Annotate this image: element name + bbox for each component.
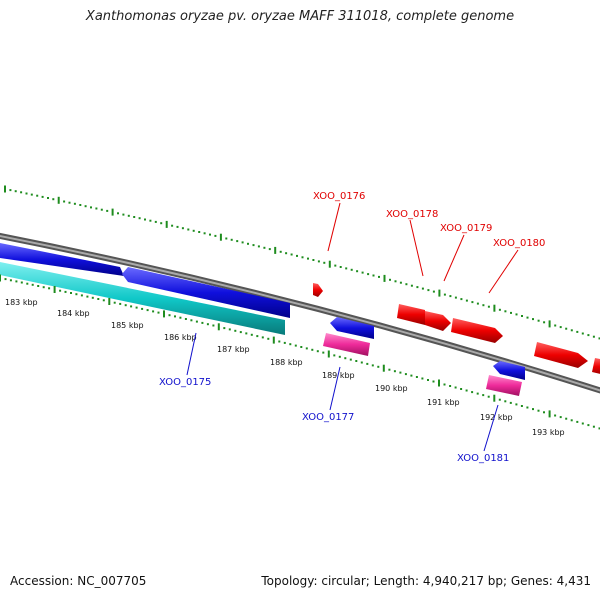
label-xoo-0177[interactable]: XOO_0177 [302,412,354,423]
genome-title: Xanthomonas oryzae pv. oryzae MAFF 31101… [85,9,515,24]
label-xoo-0179[interactable]: XOO_0179 [440,223,492,234]
gene-red-right-1[interactable] [534,342,588,368]
gene-xoo-0178-arrow[interactable] [397,304,425,325]
leader-xoo-0178 [409,219,424,277]
scale-label-187: 187 kbp [217,345,250,354]
scale-label-191: 191 kbp [427,398,460,407]
gene-labels: XOO_0176 XOO_0178 XOO_0179 XOO_0180 XOO_… [159,191,545,464]
outer-scale-track [4,185,600,340]
cyan-band[interactable] [0,262,285,335]
label-xoo-0175[interactable]: XOO_0175 [159,377,211,388]
scale-label-193: 193 kbp [532,428,565,437]
gene-xoo-0181-arrow[interactable] [493,361,525,380]
genome-summary: Topology: circular; Length: 4,940,217 bp… [261,574,591,588]
scale-label-186: 186 kbp [164,333,197,342]
leader-xoo-0176 [327,202,341,252]
gene-xoo-0176-arrow[interactable] [313,283,323,297]
leader-xoo-0181 [483,404,499,452]
accession-label: Accession: NC_007705 [10,574,147,588]
scale-label-192: 192 kbp [480,413,513,422]
rna-feature-2[interactable] [486,375,522,396]
scale-label-185: 185 kbp [111,321,144,330]
scale-label-188: 188 kbp [270,358,303,367]
gene-xoo-0179-arrow[interactable] [425,311,451,331]
scale-label-184: 184 kbp [57,309,90,318]
label-xoo-0180[interactable]: XOO_0180 [493,238,545,249]
scale-label-190: 190 kbp [375,384,408,393]
gene-xoo-0180-arrow[interactable] [451,318,503,343]
inner-scale-track [0,274,600,430]
label-xoo-0176[interactable]: XOO_0176 [313,191,365,202]
label-xoo-0181[interactable]: XOO_0181 [457,453,509,464]
gene-blue-band-right[interactable] [122,267,290,318]
rna-feature-1[interactable] [323,333,370,356]
scale-label-183: 183 kbp [5,298,38,307]
gene-label-leaders [186,202,519,452]
gene-xoo-0177-arrow[interactable] [330,317,374,339]
leader-xoo-0175 [186,332,197,376]
genome-backbone-highlight [0,234,600,392]
leader-xoo-0179 [443,234,465,282]
label-xoo-0178[interactable]: XOO_0178 [386,209,438,220]
leader-xoo-0180 [488,249,519,294]
scale-labels: 183 kbp 184 kbp 185 kbp 186 kbp 187 kbp … [5,298,565,437]
gene-red-right-2[interactable] [592,358,600,375]
gene-blue-band-left[interactable] [0,243,124,276]
leader-xoo-0177 [329,366,341,411]
